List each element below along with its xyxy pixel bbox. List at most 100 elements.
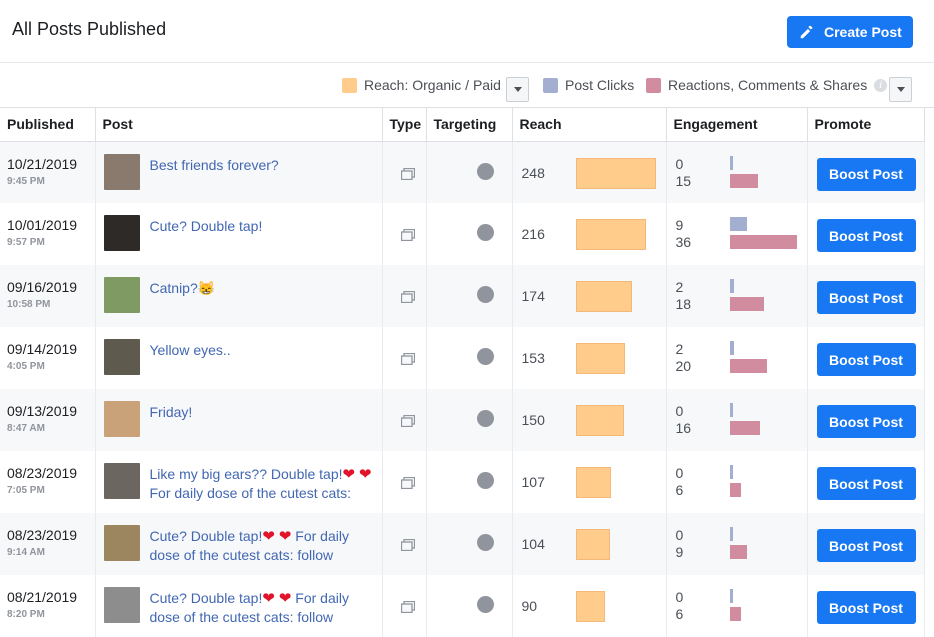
col-reach[interactable]: Reach xyxy=(512,108,667,142)
promote-cell: Boost Post xyxy=(807,451,925,513)
reach-swatch xyxy=(342,77,357,93)
post-thumbnail[interactable] xyxy=(103,339,140,375)
table-row[interactable]: 08/21/2019 8:20 PM Cute? Double tap!❤ ❤ F… xyxy=(0,575,925,637)
post-date: 10/21/2019 xyxy=(7,155,78,172)
published-cell: 09/16/2019 10:58 PM xyxy=(0,265,96,327)
post-text[interactable]: Cute? Double tap!❤ ❤ For daily dose of t… xyxy=(149,590,349,625)
engagement-dropdown[interactable] xyxy=(889,77,912,102)
post-cell[interactable]: Catnip?😸 xyxy=(95,265,383,327)
info-icon[interactable]: i xyxy=(874,78,888,92)
post-text[interactable]: Best friends forever? xyxy=(149,156,279,173)
boost-post-button[interactable]: Boost Post xyxy=(816,591,916,624)
create-post-label: Create Post xyxy=(824,24,902,40)
post-thumbnail[interactable] xyxy=(103,587,140,623)
published-cell: 08/23/2019 7:05 PM xyxy=(0,451,96,513)
type-cell xyxy=(382,327,427,389)
reach-bar xyxy=(575,405,624,436)
post-date: 08/23/2019 xyxy=(7,465,78,481)
promote-cell: Boost Post xyxy=(807,141,925,203)
globe-icon xyxy=(476,534,494,551)
table-row[interactable]: 08/23/2019 7:05 PM Like my big ears?? Dou… xyxy=(0,451,925,513)
boost-post-button[interactable]: Boost Post xyxy=(816,219,916,252)
boost-post-button[interactable]: Boost Post xyxy=(816,157,916,191)
col-published[interactable]: Published xyxy=(0,108,96,142)
table-row[interactable]: 09/13/2019 8:47 AM Friday! 150 0 16 Boost … xyxy=(0,389,925,451)
clicks-swatch xyxy=(543,77,558,93)
table-row[interactable]: 10/01/2019 9:57 PM Cute? Double tap! 216 … xyxy=(0,203,925,265)
promote-cell: Boost Post xyxy=(807,327,925,389)
published-cell: 10/21/2019 9:45 PM xyxy=(0,141,96,203)
reach-cell: 90 xyxy=(512,575,667,637)
globe-icon xyxy=(476,596,494,613)
post-text[interactable]: Friday! xyxy=(149,404,193,420)
post-cell[interactable]: Friday! xyxy=(95,389,383,451)
table-row[interactable]: 09/16/2019 10:58 PM Catnip?😸 174 2 18 Boos… xyxy=(0,265,925,327)
reactions-bar xyxy=(729,483,741,497)
post-clicks-value: 2 xyxy=(675,341,684,357)
post-thumbnail[interactable] xyxy=(103,401,140,437)
post-date: 08/21/2019 xyxy=(7,589,78,605)
boost-post-button[interactable]: Boost Post xyxy=(816,529,916,562)
post-thumbnail[interactable] xyxy=(103,215,140,251)
post-thumbnail[interactable] xyxy=(103,525,140,561)
boost-post-button[interactable]: Boost Post xyxy=(816,343,916,376)
reach-bar xyxy=(575,281,632,312)
post-clicks-value: 0 xyxy=(675,589,684,605)
reactions-value: 18 xyxy=(675,296,692,312)
post-cell[interactable]: Cute? Double tap!❤ ❤ For daily dose of t… xyxy=(95,575,383,637)
post-clicks-value: 9 xyxy=(675,217,684,233)
post-clicks-value: 0 xyxy=(675,403,684,419)
post-cell[interactable]: Best friends forever? xyxy=(95,141,383,203)
post-text[interactable]: Cute? Double tap!❤ ❤ For daily dose of t… xyxy=(149,528,349,563)
boost-post-button[interactable]: Boost Post xyxy=(816,405,916,438)
boost-post-button[interactable]: Boost Post xyxy=(816,281,916,314)
status-type-icon xyxy=(400,601,415,613)
status-type-icon xyxy=(400,229,415,241)
post-time: 8:20 PM xyxy=(7,609,45,620)
col-promote[interactable]: Promote xyxy=(807,108,925,142)
engagement-cell: 0 16 xyxy=(666,389,808,451)
page-header: All Posts Published Create Post xyxy=(0,0,934,63)
promote-cell: Boost Post xyxy=(807,203,925,265)
post-cell[interactable]: Cute? Double tap! xyxy=(95,203,383,265)
col-type[interactable]: Type xyxy=(382,108,427,142)
engagement-cell: 2 18 xyxy=(666,265,808,327)
post-thumbnail[interactable] xyxy=(103,463,140,499)
post-thumbnail[interactable] xyxy=(103,277,140,313)
col-engagement[interactable]: Engagement xyxy=(666,108,808,142)
boost-post-button[interactable]: Boost Post xyxy=(816,467,916,500)
type-cell xyxy=(382,389,427,451)
post-clicks-bar xyxy=(729,155,733,170)
targeting-cell xyxy=(426,575,513,637)
engagement-cell: 2 20 xyxy=(666,327,808,389)
targeting-cell xyxy=(426,513,513,575)
reach-bar xyxy=(575,591,605,622)
post-text[interactable]: Like my big ears?? Double tap!❤ ❤ For da… xyxy=(149,466,372,501)
create-post-button[interactable]: Create Post xyxy=(787,16,913,48)
post-text[interactable]: Yellow eyes.. xyxy=(149,342,231,358)
reach-value: 216 xyxy=(521,226,545,242)
table-row[interactable]: 08/23/2019 9:14 AM Cute? Double tap!❤ ❤ F… xyxy=(0,513,925,575)
post-text[interactable]: Cute? Double tap! xyxy=(149,218,263,234)
post-cell[interactable]: Yellow eyes.. xyxy=(95,327,383,389)
post-time: 8:47 AM xyxy=(7,423,45,434)
legend-clicks: Post Clicks xyxy=(543,77,634,93)
table-row[interactable]: 10/21/2019 9:45 PM Best friends forever? … xyxy=(0,141,925,203)
col-targeting[interactable]: Targeting xyxy=(426,108,513,142)
post-clicks-value: 2 xyxy=(675,279,684,295)
post-date: 10/01/2019 xyxy=(7,217,78,233)
reach-value: 107 xyxy=(521,474,545,490)
post-thumbnail[interactable] xyxy=(103,153,140,190)
reach-value: 104 xyxy=(521,536,545,552)
reach-dropdown[interactable] xyxy=(506,77,529,102)
post-date: 09/13/2019 xyxy=(7,403,78,419)
table-row[interactable]: 09/14/2019 4:05 PM Yellow eyes.. 153 2 20 … xyxy=(0,327,925,389)
post-cell[interactable]: Cute? Double tap!❤ ❤ For daily dose of t… xyxy=(95,513,383,575)
legend-reactions: Reactions, Comments & Shares i xyxy=(646,77,888,93)
post-cell[interactable]: Like my big ears?? Double tap!❤ ❤ For da… xyxy=(95,451,383,513)
reactions-bar xyxy=(729,607,741,621)
status-type-icon xyxy=(400,353,415,365)
col-post[interactable]: Post xyxy=(95,108,383,142)
post-text[interactable]: Catnip?😸 xyxy=(149,280,216,296)
